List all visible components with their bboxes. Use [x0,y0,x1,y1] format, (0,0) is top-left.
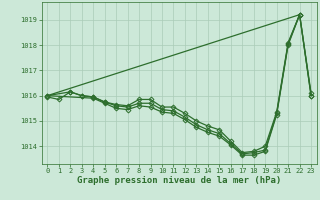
X-axis label: Graphe pression niveau de la mer (hPa): Graphe pression niveau de la mer (hPa) [77,176,281,185]
